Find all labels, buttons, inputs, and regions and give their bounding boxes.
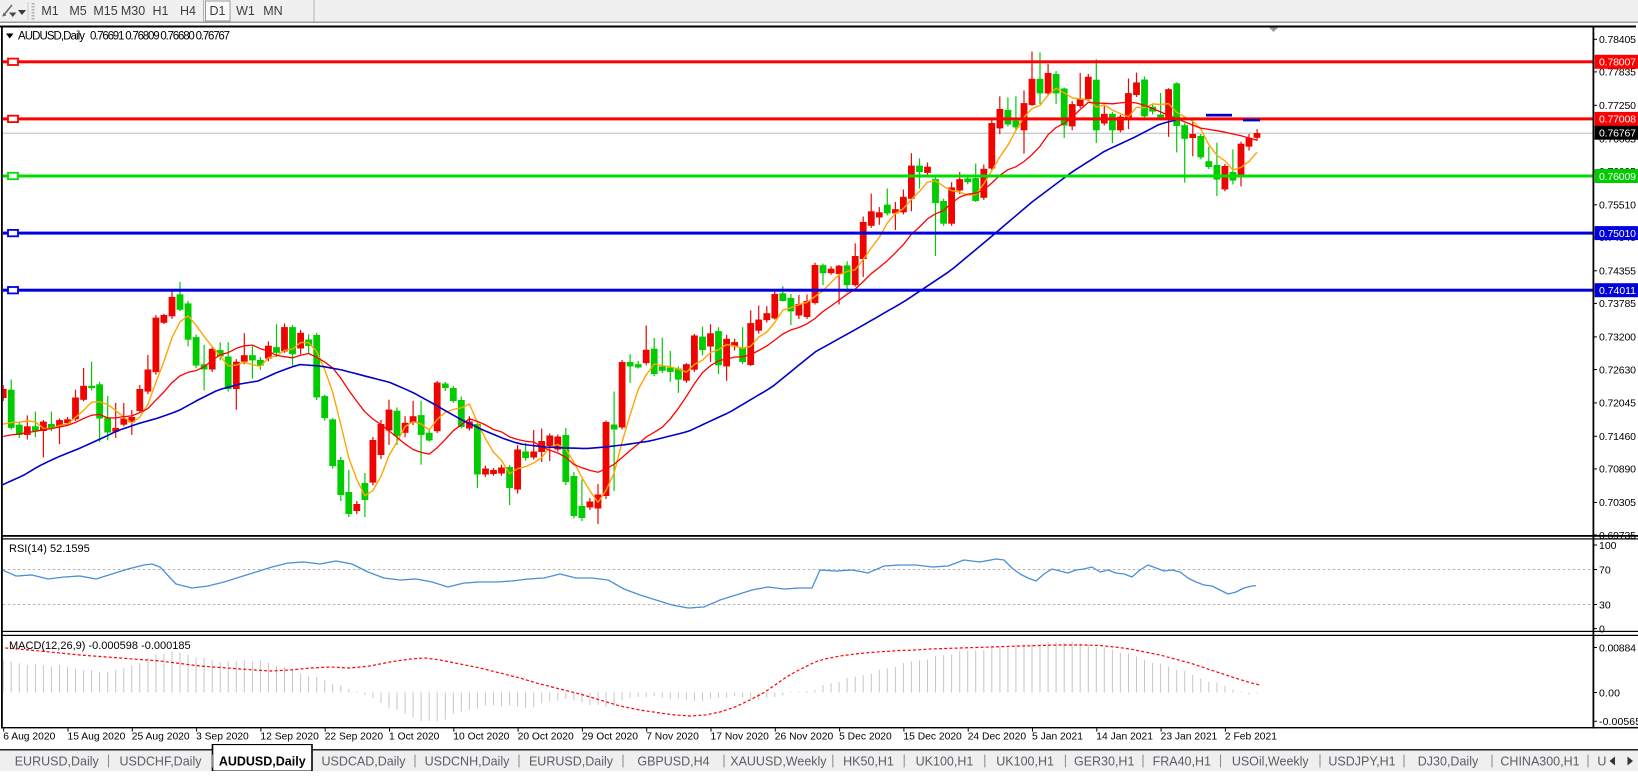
- svg-text:12 Sep 2020: 12 Sep 2020: [260, 732, 319, 743]
- svg-text:AUDUSD,Daily: AUDUSD,Daily: [18, 31, 85, 43]
- svg-text:1 Oct 2020: 1 Oct 2020: [389, 732, 440, 743]
- svg-text:0.69735: 0.69735: [1599, 530, 1636, 542]
- svg-text:23 Jan 2021: 23 Jan 2021: [1161, 732, 1218, 743]
- svg-text:USDCAD,Daily: USDCAD,Daily: [321, 755, 406, 769]
- svg-text:0.72045: 0.72045: [1599, 398, 1636, 410]
- svg-text:0.76009: 0.76009: [1599, 171, 1636, 183]
- svg-text:USOil,Weekly: USOil,Weekly: [1232, 755, 1310, 769]
- svg-text:20 Oct 2020: 20 Oct 2020: [518, 732, 574, 743]
- svg-text:29 Oct 2020: 29 Oct 2020: [582, 732, 638, 743]
- svg-text:HK50,H1: HK50,H1: [843, 755, 894, 769]
- svg-text:0.74011: 0.74011: [1599, 285, 1636, 297]
- svg-text:15 Dec 2020: 15 Dec 2020: [903, 732, 962, 743]
- svg-text:0.78007: 0.78007: [1599, 57, 1636, 69]
- svg-text:100: 100: [1599, 540, 1617, 552]
- svg-text:30: 30: [1599, 599, 1611, 611]
- svg-text:0.76767: 0.76767: [1599, 128, 1636, 140]
- svg-text:0.77008: 0.77008: [1599, 114, 1636, 126]
- svg-text:0.77250: 0.77250: [1599, 100, 1636, 112]
- svg-text:0.71460: 0.71460: [1599, 431, 1636, 443]
- svg-text:EURUSD,Daily: EURUSD,Daily: [15, 755, 100, 769]
- svg-text:MACD(12,26,9) -0.000598 -0.000: MACD(12,26,9) -0.000598 -0.000185: [9, 640, 191, 652]
- svg-text:0.00: 0.00: [1599, 687, 1620, 699]
- svg-text:0.75010: 0.75010: [1599, 228, 1636, 240]
- svg-text:3 Sep 2020: 3 Sep 2020: [196, 732, 249, 743]
- svg-text:0.76691 0.76809 0.76680 0.7676: 0.76691 0.76809 0.76680 0.76767: [90, 31, 230, 43]
- svg-text:CHINA300,H1: CHINA300,H1: [1500, 755, 1579, 769]
- svg-text:MN: MN: [263, 4, 282, 18]
- svg-text:UK100,H1: UK100,H1: [916, 755, 974, 769]
- svg-text:5 Jan 2021: 5 Jan 2021: [1032, 732, 1083, 743]
- svg-text:M5: M5: [69, 4, 86, 18]
- svg-text:0.75510: 0.75510: [1599, 200, 1636, 212]
- svg-text:7 Nov 2020: 7 Nov 2020: [646, 732, 699, 743]
- svg-text:25 Aug 2020: 25 Aug 2020: [132, 732, 190, 743]
- svg-text:UK100,H1: UK100,H1: [996, 755, 1054, 769]
- svg-text:USDCNH,Daily: USDCNH,Daily: [425, 755, 510, 769]
- svg-text:EURUSD,Daily: EURUSD,Daily: [529, 755, 614, 769]
- svg-text:5 Dec 2020: 5 Dec 2020: [839, 732, 892, 743]
- svg-text:US: US: [1597, 755, 1614, 769]
- svg-text:26 Nov 2020: 26 Nov 2020: [775, 732, 834, 743]
- svg-text:0.00884: 0.00884: [1599, 642, 1636, 654]
- svg-text:14 Jan 2021: 14 Jan 2021: [1096, 732, 1153, 743]
- svg-text:15 Aug 2020: 15 Aug 2020: [68, 732, 126, 743]
- svg-text:6 Aug 2020: 6 Aug 2020: [3, 732, 55, 743]
- svg-text:DJ30,Daily: DJ30,Daily: [1418, 755, 1479, 769]
- svg-text:17 Nov 2020: 17 Nov 2020: [711, 732, 770, 743]
- svg-text:USDJPY,H1: USDJPY,H1: [1328, 755, 1395, 769]
- svg-text:H1: H1: [153, 4, 169, 18]
- svg-text:0.70890: 0.70890: [1599, 464, 1636, 476]
- svg-text:M15: M15: [93, 4, 117, 18]
- svg-text:GER30,H1: GER30,H1: [1074, 755, 1134, 769]
- svg-text:22 Sep 2020: 22 Sep 2020: [325, 732, 384, 743]
- svg-text:XAUUSD,Weekly: XAUUSD,Weekly: [730, 755, 827, 769]
- svg-text:-0.005651: -0.005651: [1599, 716, 1638, 728]
- svg-text:10 Oct 2020: 10 Oct 2020: [453, 732, 509, 743]
- svg-text:FRA40,H1: FRA40,H1: [1153, 755, 1211, 769]
- svg-text:W1: W1: [236, 4, 255, 18]
- svg-text:0.73200: 0.73200: [1599, 332, 1636, 344]
- svg-text:M30: M30: [121, 4, 145, 18]
- svg-text:0.72630: 0.72630: [1599, 364, 1636, 376]
- svg-text:M1: M1: [41, 4, 58, 18]
- svg-text:RSI(14) 52.1595: RSI(14) 52.1595: [9, 543, 90, 555]
- svg-text:USDCHF,Daily: USDCHF,Daily: [120, 755, 203, 769]
- svg-text:24 Dec 2020: 24 Dec 2020: [968, 732, 1027, 743]
- svg-text:D1: D1: [210, 4, 226, 18]
- svg-text:GBPUSD,H4: GBPUSD,H4: [637, 755, 709, 769]
- svg-text:0.74355: 0.74355: [1599, 266, 1636, 278]
- svg-text:0.73785: 0.73785: [1599, 298, 1636, 310]
- svg-text:AUDUSD,Daily: AUDUSD,Daily: [219, 755, 306, 769]
- svg-text:H4: H4: [180, 4, 196, 18]
- svg-text:0: 0: [1599, 623, 1605, 635]
- svg-text:0.70305: 0.70305: [1599, 497, 1636, 509]
- svg-text:0.78405: 0.78405: [1599, 34, 1636, 46]
- svg-text:70: 70: [1599, 564, 1611, 576]
- svg-text:0.77835: 0.77835: [1599, 67, 1636, 79]
- svg-text:2 Feb 2021: 2 Feb 2021: [1225, 732, 1277, 743]
